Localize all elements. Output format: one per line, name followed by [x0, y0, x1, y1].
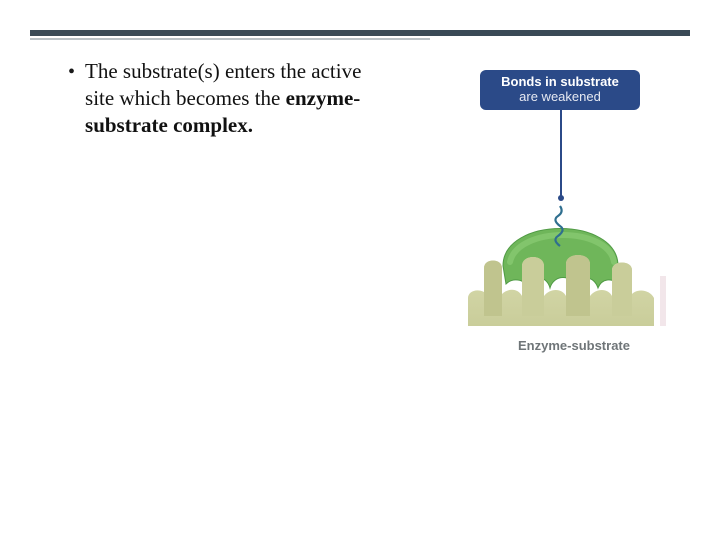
figure-caption: Enzyme-substrate — [518, 338, 630, 353]
callout-box: Bonds in substrate are weakened — [480, 70, 640, 110]
bullet-text: The substrate(s) enters the active site … — [85, 58, 388, 139]
slide-top-rule — [30, 30, 690, 36]
enzyme-diagram-icon — [458, 166, 668, 326]
bullet-marker: • — [68, 58, 75, 86]
callout-line1: Bonds in substrate — [488, 74, 632, 89]
bullet-content: • The substrate(s) enters the active sit… — [68, 58, 388, 139]
callout-line2: are weakened — [488, 89, 632, 104]
enzyme-figure: Bonds in substrate are weakened Enzyme-s… — [428, 70, 698, 370]
